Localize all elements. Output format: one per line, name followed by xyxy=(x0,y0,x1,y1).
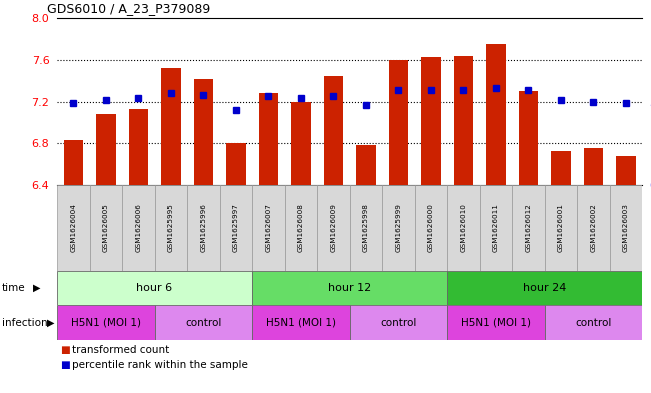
Text: GSM1625995: GSM1625995 xyxy=(168,204,174,252)
Bar xyxy=(96,114,115,185)
Text: ■: ■ xyxy=(60,345,70,355)
Text: GSM1626004: GSM1626004 xyxy=(70,204,76,252)
Bar xyxy=(258,93,278,185)
Text: GSM1626008: GSM1626008 xyxy=(298,204,304,252)
Bar xyxy=(616,156,635,185)
Text: GSM1626012: GSM1626012 xyxy=(525,204,531,252)
Bar xyxy=(389,60,408,185)
Text: GDS6010 / A_23_P379089: GDS6010 / A_23_P379089 xyxy=(47,2,210,15)
Text: GSM1626010: GSM1626010 xyxy=(460,204,466,252)
Bar xyxy=(454,55,473,185)
Bar xyxy=(57,305,154,340)
Text: control: control xyxy=(380,318,417,327)
Text: infection: infection xyxy=(2,318,48,327)
Text: ▶: ▶ xyxy=(33,283,40,293)
Bar xyxy=(583,149,603,185)
Bar xyxy=(356,145,376,185)
Text: ■: ■ xyxy=(60,360,70,370)
Bar xyxy=(219,185,252,271)
Text: hour 24: hour 24 xyxy=(523,283,566,293)
Text: GSM1626011: GSM1626011 xyxy=(493,204,499,252)
Text: GSM1626007: GSM1626007 xyxy=(265,204,271,252)
Bar xyxy=(350,305,447,340)
Text: H5N1 (MOI 1): H5N1 (MOI 1) xyxy=(461,318,531,327)
Bar xyxy=(252,185,284,271)
Text: time: time xyxy=(2,283,25,293)
Text: GSM1626006: GSM1626006 xyxy=(135,204,141,252)
Bar xyxy=(154,305,252,340)
Text: GSM1625998: GSM1625998 xyxy=(363,204,368,252)
Bar xyxy=(480,185,512,271)
Text: control: control xyxy=(185,318,221,327)
Text: GSM1626002: GSM1626002 xyxy=(590,204,596,252)
Bar xyxy=(252,271,447,305)
Bar xyxy=(187,185,219,271)
Bar xyxy=(291,101,311,185)
Bar xyxy=(284,185,317,271)
Text: hour 12: hour 12 xyxy=(328,283,371,293)
Bar xyxy=(64,140,83,185)
Text: transformed count: transformed count xyxy=(72,345,169,355)
Bar xyxy=(154,185,187,271)
Bar xyxy=(421,57,441,185)
Text: GSM1625999: GSM1625999 xyxy=(395,204,401,252)
Bar xyxy=(609,185,642,271)
Bar xyxy=(447,271,642,305)
Bar xyxy=(324,77,343,185)
Text: GSM1626001: GSM1626001 xyxy=(558,204,564,252)
Text: ▶: ▶ xyxy=(47,318,55,327)
Text: hour 6: hour 6 xyxy=(137,283,173,293)
Bar xyxy=(226,143,245,185)
Bar xyxy=(486,44,505,185)
Bar xyxy=(317,185,350,271)
Text: GSM1626005: GSM1626005 xyxy=(103,204,109,252)
Bar xyxy=(350,185,382,271)
Bar xyxy=(447,305,544,340)
Text: percentile rank within the sample: percentile rank within the sample xyxy=(72,360,247,370)
Bar xyxy=(252,305,350,340)
Text: H5N1 (MOI 1): H5N1 (MOI 1) xyxy=(71,318,141,327)
Bar xyxy=(57,271,252,305)
Bar xyxy=(161,68,180,185)
Text: GSM1626000: GSM1626000 xyxy=(428,204,434,252)
Bar xyxy=(551,151,570,185)
Text: control: control xyxy=(575,318,611,327)
Bar xyxy=(193,79,213,185)
Bar xyxy=(382,185,415,271)
Bar xyxy=(447,185,480,271)
Bar xyxy=(577,185,609,271)
Bar xyxy=(415,185,447,271)
Text: GSM1625997: GSM1625997 xyxy=(233,204,239,252)
Bar xyxy=(544,185,577,271)
Bar xyxy=(89,185,122,271)
Text: GSM1625996: GSM1625996 xyxy=(201,204,206,252)
Bar xyxy=(128,109,148,185)
Bar xyxy=(512,185,544,271)
Text: GSM1626003: GSM1626003 xyxy=(623,204,629,252)
Bar xyxy=(122,185,154,271)
Text: GSM1626009: GSM1626009 xyxy=(330,204,337,252)
Text: H5N1 (MOI 1): H5N1 (MOI 1) xyxy=(266,318,336,327)
Bar xyxy=(544,305,642,340)
Bar xyxy=(57,185,89,271)
Bar xyxy=(518,91,538,185)
